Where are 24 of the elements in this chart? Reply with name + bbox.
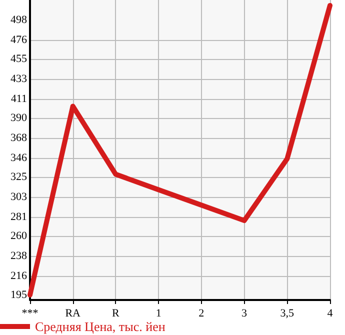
legend-label: Средняя Цена, тыс. йен — [35, 319, 166, 334]
x-tick-label: R — [112, 308, 120, 320]
x-tick-label: *** — [22, 308, 38, 320]
y-tick-label: 346 — [10, 152, 28, 164]
y-tick-label: 303 — [10, 190, 28, 203]
x-tick-label: RA — [65, 308, 81, 320]
y-tick-label: 260 — [10, 230, 28, 242]
y-tick-label: 433 — [10, 72, 28, 85]
y-tick-label: 390 — [10, 112, 28, 124]
x-tick-label: 3 — [242, 308, 248, 320]
y-tick-label: 325 — [10, 171, 28, 184]
x-tick-label: 2 — [198, 308, 204, 320]
x-tick-label: 3,5 — [280, 308, 295, 320]
y-tick-label: 216 — [10, 270, 28, 282]
y-tick-label: 281 — [10, 210, 27, 223]
x-tick-label: 4 — [327, 308, 334, 320]
y-tick-label: 455 — [10, 53, 28, 65]
y-tick-label: 476 — [10, 34, 28, 46]
x-tick-label: 1 — [156, 308, 162, 320]
y-tick-label: 238 — [10, 250, 28, 262]
y-tick-label: 195 — [10, 289, 28, 302]
y-tick-label: 368 — [10, 132, 28, 144]
y-tick-label: 498 — [10, 14, 28, 26]
y-tick-label: 411 — [10, 92, 27, 105]
